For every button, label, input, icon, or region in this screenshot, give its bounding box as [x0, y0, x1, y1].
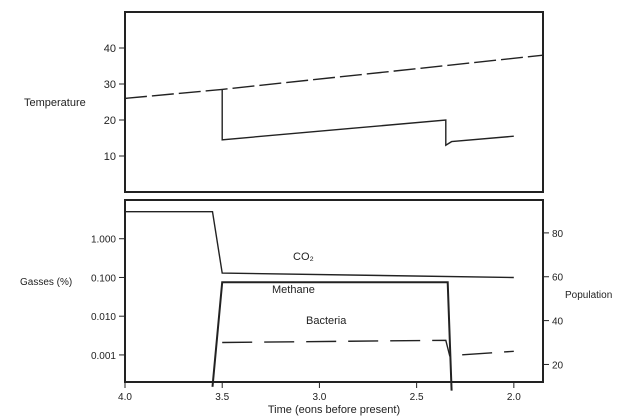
- co2-line: [125, 210, 514, 279]
- time-tick-label: 3.5: [215, 392, 229, 403]
- bacteria-series-label: Bacteria: [306, 315, 347, 327]
- gasses-tick-label: 1.000: [91, 235, 116, 246]
- bacteria-line: [222, 339, 514, 357]
- bottom-right-y-ticks: 20 40 60 80: [543, 229, 564, 371]
- time-tick-label: 4.0: [118, 392, 132, 403]
- bottom-series-group: [125, 210, 514, 391]
- gasses-tick-label: 0.100: [91, 273, 116, 284]
- top-panel: 10 20 30 40 Temperature: [24, 11, 544, 193]
- co2-series-label: CO₂: [293, 251, 314, 263]
- population-tick-label: 60: [552, 273, 564, 284]
- time-axis-label: Time (eons before present): [268, 404, 400, 416]
- time-tick-label: 3.0: [312, 392, 326, 403]
- top-y-tick-label: 30: [104, 79, 116, 91]
- gasses-axis-label: Gasses (%): [20, 277, 72, 288]
- top-y-tick-label: 10: [104, 151, 116, 163]
- methane-series-label: Methane: [272, 284, 315, 296]
- top-y-tick-label: 20: [104, 115, 116, 127]
- top-series-group: [124, 54, 544, 147]
- bottom-left-y-ticks: 1.000 0.100 0.010 0.001: [91, 235, 125, 362]
- population-tick-label: 20: [552, 360, 564, 371]
- population-tick-label: 40: [552, 317, 564, 328]
- temperature-lower-solid-line: [221, 89, 514, 147]
- top-y-tick-label: 40: [104, 43, 116, 55]
- temperature-upper-dashed-line: [124, 54, 544, 100]
- gasses-tick-label: 0.010: [91, 312, 116, 323]
- bottom-x-ticks: 4.0 3.5 3.0 2.5 2.0: [118, 382, 521, 403]
- top-y-ticks: 10 20 30 40: [104, 43, 125, 163]
- bottom-plot-frame: [124, 199, 544, 383]
- population-tick-label: 80: [552, 229, 564, 240]
- bottom-panel: 1.000 0.100 0.010 0.001 20 40 60 80 4.0 3.5 3.0 2…: [20, 199, 612, 416]
- time-tick-label: 2.5: [410, 392, 424, 403]
- top-plot-frame: [124, 11, 544, 193]
- gasses-tick-label: 0.001: [91, 351, 116, 362]
- time-tick-label: 2.0: [507, 392, 521, 403]
- methane-line: [211, 281, 453, 391]
- top-y-axis-label: Temperature: [24, 97, 86, 109]
- population-axis-label: Population: [565, 290, 612, 301]
